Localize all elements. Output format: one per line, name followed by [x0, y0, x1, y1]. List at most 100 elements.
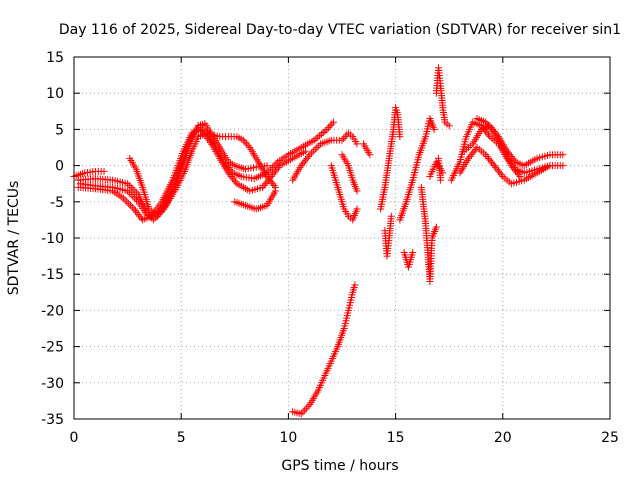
data-point-marker	[409, 248, 417, 256]
data-point-marker	[297, 162, 305, 170]
chart-title: Day 116 of 2025, Sidereal Day-to-day VTE…	[59, 22, 621, 38]
data-point-marker	[125, 200, 133, 208]
data-point-marker	[492, 163, 500, 171]
data-point-marker	[338, 136, 346, 144]
data-point-marker	[124, 180, 132, 188]
data-point-marker	[485, 131, 493, 139]
y-tick-labels: 15 10 5 0 -5 -10 -15 -20 -25 -30 -35	[41, 50, 64, 428]
data-point-marker	[100, 167, 108, 175]
data-point-marker	[546, 162, 554, 170]
data-point-marker	[131, 194, 139, 202]
data-point-marker	[328, 120, 336, 128]
data-point-marker	[353, 205, 361, 213]
data-point-marker	[230, 176, 238, 184]
series-trace-6	[289, 281, 359, 418]
data-marks	[70, 64, 567, 418]
data-point-marker	[366, 151, 374, 159]
data-point-marker	[559, 162, 567, 170]
data-point-marker	[507, 162, 515, 170]
data-point-marker	[269, 171, 277, 179]
series-trace-4	[126, 129, 280, 220]
data-point-marker	[272, 167, 280, 175]
data-point-marker	[155, 210, 163, 218]
series-trace-5	[289, 129, 374, 224]
data-point-marker	[232, 178, 240, 186]
data-point-marker	[301, 406, 309, 414]
data-point-marker	[489, 160, 497, 168]
data-point-marker	[136, 212, 144, 220]
data-point-marker	[131, 187, 139, 195]
data-point-marker	[302, 404, 310, 412]
data-point-marker	[485, 122, 493, 130]
data-point-marker	[489, 127, 497, 135]
data-point-marker	[161, 203, 169, 211]
data-point-marker	[482, 118, 490, 126]
x-tick-label: 10	[279, 430, 297, 446]
data-point-marker	[265, 167, 273, 175]
y-tick-label: -20	[41, 303, 64, 319]
data-point-marker	[123, 198, 131, 206]
data-point-marker	[319, 129, 327, 137]
data-point-marker	[483, 153, 491, 161]
axis-ticks	[73, 56, 611, 420]
data-point-marker	[267, 165, 275, 173]
data-point-marker	[129, 192, 137, 200]
data-point-marker	[467, 151, 475, 159]
y-tick-label: 5	[55, 122, 64, 138]
data-point-marker	[131, 207, 139, 215]
data-point-marker	[486, 124, 494, 132]
data-point-marker	[510, 165, 518, 173]
data-point-marker	[196, 125, 204, 133]
x-tick-labels: 0 5 10 15 20 25	[70, 430, 619, 446]
data-point-marker	[241, 138, 249, 146]
data-point-marker	[351, 281, 359, 289]
data-point-marker	[314, 133, 322, 141]
x-tick-label: 5	[177, 430, 186, 446]
data-point-marker	[133, 209, 141, 217]
data-point-marker	[396, 133, 404, 141]
y-tick-label: -10	[41, 231, 64, 247]
data-point-marker	[204, 134, 212, 142]
y-tick-label: 15	[46, 50, 64, 66]
data-point-marker	[353, 140, 361, 148]
data-point-marker	[490, 162, 498, 170]
data-point-marker	[482, 151, 490, 159]
data-point-marker	[130, 205, 138, 213]
series-trace-8	[447, 115, 567, 188]
y-tick-label: -25	[41, 340, 64, 356]
y-axis-label: SDTVAR / TECUs	[6, 181, 22, 296]
data-point-marker	[273, 165, 281, 173]
data-point-marker	[126, 201, 134, 209]
data-point-marker	[323, 125, 331, 133]
data-point-marker	[306, 151, 314, 159]
data-point-marker	[513, 169, 521, 177]
data-point-marker	[226, 171, 234, 179]
y-tick-label: -5	[50, 195, 64, 211]
data-point-marker	[315, 142, 323, 150]
data-point-marker	[309, 147, 317, 155]
data-point-marker	[316, 132, 324, 140]
data-point-marker	[311, 145, 319, 153]
data-point-marker	[486, 156, 494, 164]
data-point-marker	[497, 171, 505, 179]
data-point-marker	[224, 169, 232, 177]
data-point-marker	[496, 169, 504, 177]
data-point-marker	[149, 216, 157, 224]
y-tick-label: 10	[46, 86, 64, 102]
data-point-marker	[495, 167, 503, 175]
data-point-marker	[515, 171, 523, 179]
data-point-marker	[125, 189, 133, 197]
y-tick-label: -30	[41, 376, 64, 392]
data-point-marker	[313, 144, 321, 151]
data-point-marker	[262, 180, 270, 188]
x-tick-label: 25	[601, 430, 619, 446]
data-point-marker	[302, 156, 310, 164]
data-point-marker	[470, 147, 478, 155]
data-point-marker	[487, 125, 495, 133]
data-point-marker	[133, 189, 141, 197]
data-point-marker	[266, 176, 274, 184]
data-point-marker	[159, 205, 167, 213]
data-point-marker	[302, 147, 310, 155]
data-point-marker	[325, 124, 333, 132]
data-point-marker	[158, 207, 166, 215]
